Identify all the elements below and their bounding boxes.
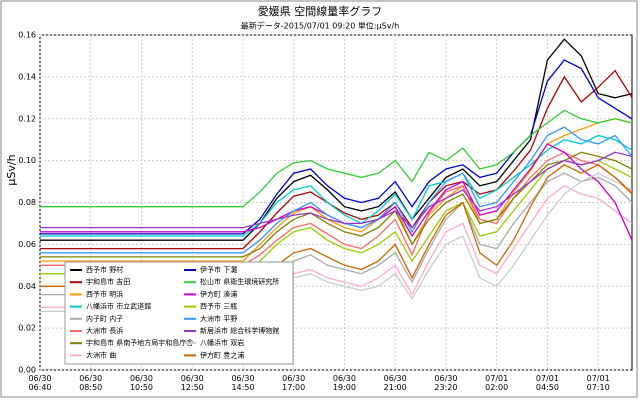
y-tick-label: 0.10 [18, 156, 36, 165]
legend-label: 伊予市 下灘 [200, 265, 237, 274]
legend-label: 西予市 明浜 [86, 289, 123, 298]
x-tick-label: 06/30 23:20 [434, 374, 458, 392]
legend-box [64, 261, 294, 365]
y-tick-label: 0.08 [18, 198, 36, 207]
x-tick-label: 07/01 02:00 [485, 374, 509, 392]
legend-label: 八幡浜市 市立武道館 [86, 302, 151, 311]
legend-label: 大洲市 長浜 [86, 326, 123, 335]
y-tick-label: 0.04 [18, 282, 36, 291]
series-line [40, 126, 633, 254]
y-tick-label: 0.02 [18, 324, 36, 333]
y-tick-label: 0.00 [18, 366, 36, 375]
chart-subtitle: 最新データ-2015/07/01 09:20 単位:μSv/h [241, 21, 400, 31]
y-tick-label: 0.12 [18, 114, 36, 123]
series-line [40, 151, 633, 229]
legend-label: 八幡浜市 双岩 [200, 338, 244, 347]
x-tick-label: 06/30 19:00 [332, 374, 356, 392]
legend-label: 宇和島市 県南予地方局宇和島庁舎 [86, 338, 193, 347]
y-tick-label: 0.06 [18, 240, 36, 249]
x-tick-label: 07/01 04:50 [535, 374, 559, 392]
x-tick-label: 06/30 21:00 [383, 374, 407, 392]
x-tick-label: 07/01 07:10 [586, 374, 610, 392]
legend-label: 西予市 三瓶 [200, 302, 237, 311]
chart-title: 愛媛県 空間線量率グラフ [258, 4, 383, 18]
legend-label: 松山市 県衛生環境研究所 [200, 277, 279, 286]
x-tick-label: 06/30 12:50 [180, 374, 204, 392]
series-line [40, 109, 633, 208]
y-tick-label: 0.16 [18, 31, 36, 40]
legend-label: 伊方町 豊之浦 [200, 350, 244, 359]
series-line [40, 59, 633, 235]
legend-label: 大洲市 平野 [200, 314, 237, 323]
legend-label: 新居浜市 総合科学博物館 [200, 326, 279, 335]
legend-label: 内子町 内子 [86, 314, 123, 323]
x-tick-label: 06/30 17:00 [282, 374, 306, 392]
x-tick-label: 06/30 10:50 [129, 374, 154, 392]
legend-label: 大洲市 曲 [86, 350, 116, 359]
legend-label: 伊方町 湊浦 [200, 289, 237, 298]
series-line [40, 134, 633, 237]
legend-label: 西予市 野村 [86, 265, 123, 274]
legend-label: 宇和島市 吉田 [86, 277, 130, 286]
x-tick-label: 06/30 14:50 [231, 374, 255, 392]
y-tick-label: 0.14 [18, 72, 36, 81]
series-line [40, 118, 633, 262]
x-tick-label: 06/30 06:40 [28, 374, 52, 392]
x-tick-label: 06/30 08:50 [79, 374, 103, 392]
y-axis-label: μSv/h [5, 154, 18, 185]
series-line [40, 69, 633, 250]
